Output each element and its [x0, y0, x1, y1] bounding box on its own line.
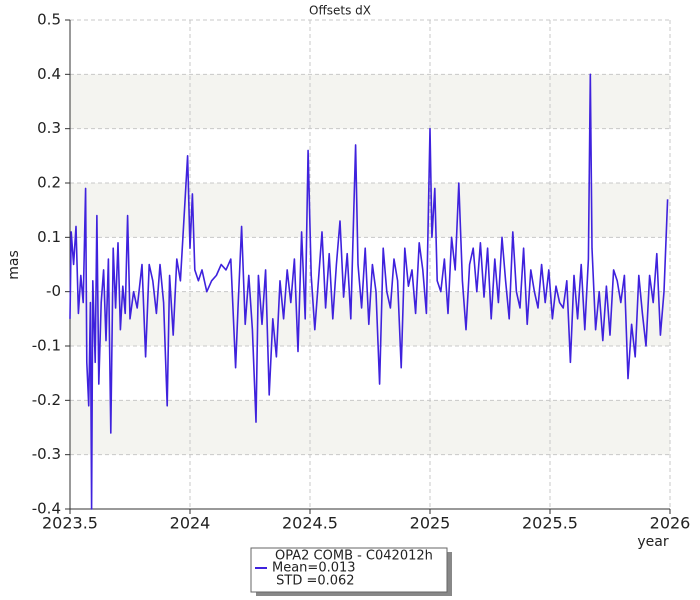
x-tick-label: 2025: [410, 514, 451, 533]
x-tick-label: 2025.5: [522, 514, 578, 533]
x-tick-label: 2024: [170, 514, 211, 533]
x-axis-label: year: [637, 534, 668, 550]
y-tick-label: 0.4: [37, 65, 61, 83]
x-tick-label: 2024.5: [282, 514, 338, 533]
data-line: [69, 73, 669, 510]
band: [70, 183, 670, 238]
y-tick-label: 0.2: [37, 174, 61, 192]
band: [70, 74, 670, 129]
y-tick-label: -0.4: [32, 500, 61, 518]
y-tick-label: 0.5: [37, 11, 61, 29]
y-tick-label: 0.1: [37, 228, 61, 246]
band: [70, 400, 670, 455]
y-tick-label: 0.3: [37, 119, 61, 137]
legend: OPA2 COMB - C042012h Mean=0.013 STD =0.0…: [250, 547, 452, 596]
legend-box: [250, 547, 448, 593]
chart-title: Offsets dX: [309, 4, 371, 18]
legend-title: OPA2 COMB - C042012h: [275, 549, 433, 564]
x-tick-label: 2023.5: [42, 514, 98, 533]
y-tick-label: -0.2: [32, 391, 61, 409]
legend-std: STD =0.062: [272, 574, 355, 589]
y-tick-label: -0.1: [32, 337, 61, 355]
y-tick-label: -0: [46, 282, 61, 300]
y-axis-label: mas: [6, 250, 22, 280]
y-tick-label: -0.3: [32, 445, 61, 463]
legend-mean: Mean=0.013: [272, 561, 356, 576]
x-tick-label: 2026: [650, 514, 691, 533]
